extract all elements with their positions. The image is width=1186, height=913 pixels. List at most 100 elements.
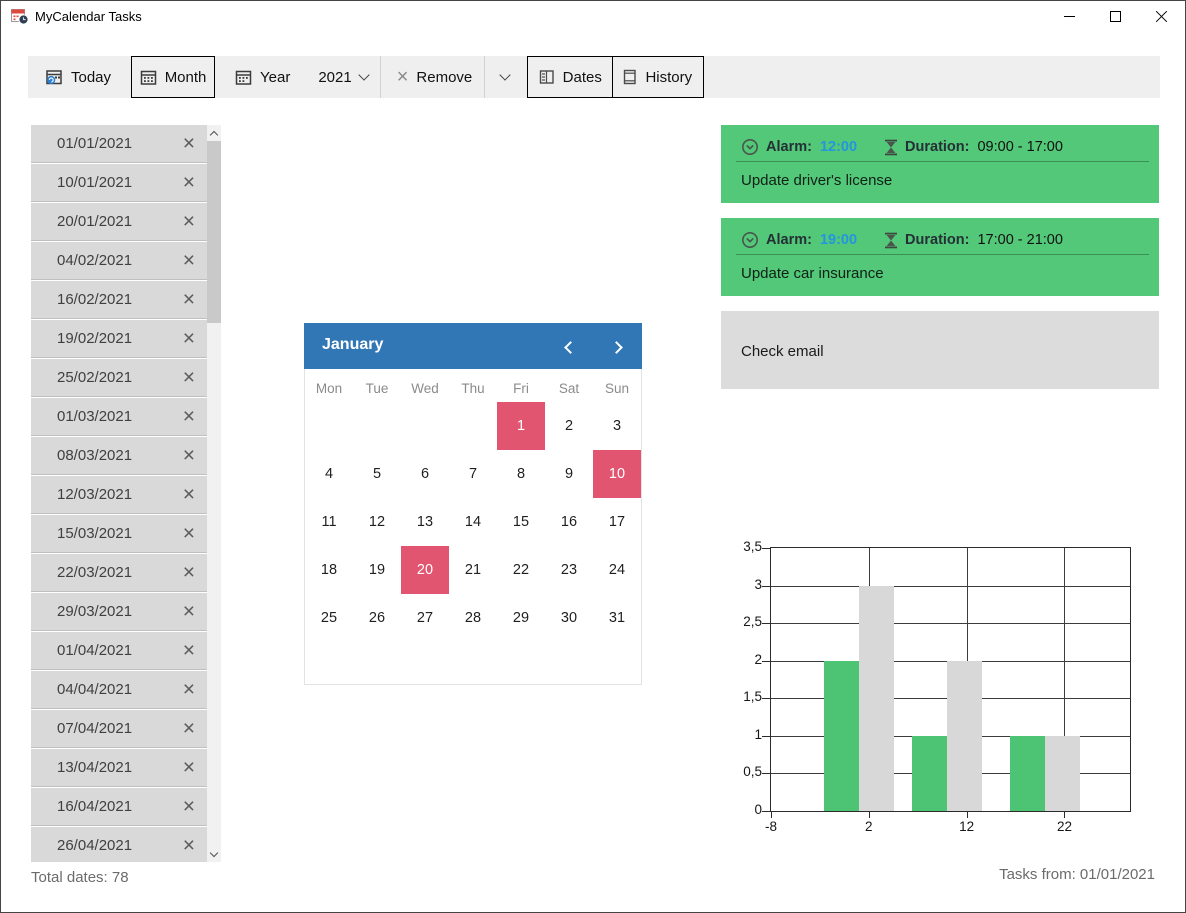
remove-date-icon[interactable]: × [182, 561, 195, 584]
calendar-day[interactable]: 26 [368, 610, 386, 626]
date-list-item[interactable]: 16/02/2021 × [31, 281, 207, 319]
calendar-day[interactable]: 30 [560, 610, 578, 626]
remove-date-icon[interactable]: × [182, 366, 195, 389]
date-list-item[interactable]: 25/02/2021 × [31, 359, 207, 397]
calendar-day[interactable]: 3 [612, 418, 622, 434]
calendar-day[interactable]: 27 [416, 610, 434, 626]
remove-date-icon[interactable]: × [182, 171, 195, 194]
year-button[interactable]: Year [223, 56, 302, 98]
calendar-day[interactable]: 18 [320, 562, 338, 578]
remove-date-icon[interactable]: × [182, 327, 195, 350]
date-list-item[interactable]: 12/03/2021 × [31, 476, 207, 514]
weekday-label: Tue [365, 380, 389, 396]
task-card[interactable]: Check email [721, 311, 1159, 389]
calendar-day[interactable]: 21 [464, 562, 482, 578]
date-list-item[interactable]: 01/04/2021 × [31, 632, 207, 670]
today-button[interactable]: Today [33, 56, 123, 98]
y-tick-label: 2 [754, 651, 762, 667]
date-list-item[interactable]: 15/03/2021 × [31, 515, 207, 553]
calendar-day[interactable]: 1 [497, 402, 545, 450]
calendar-day[interactable]: 22 [512, 562, 530, 578]
calendar-day[interactable]: 14 [464, 514, 482, 530]
remove-date-icon[interactable]: × [182, 756, 195, 779]
minimize-button[interactable] [1046, 1, 1092, 31]
remove-date-icon[interactable]: × [182, 405, 195, 428]
calendar-day[interactable]: 8 [516, 466, 526, 482]
calendar-day[interactable]: 16 [560, 514, 578, 530]
calendar-day[interactable]: 4 [324, 466, 334, 482]
dates-list-scrollbar[interactable] [207, 125, 221, 862]
remove-date-icon[interactable]: × [182, 717, 195, 740]
date-list-item[interactable]: 20/01/2021 × [31, 203, 207, 241]
scroll-down-button[interactable] [207, 846, 221, 862]
remove-date-icon[interactable]: × [182, 132, 195, 155]
calendar-day[interactable]: 5 [372, 466, 382, 482]
calendar-day[interactable]: 20 [401, 546, 449, 594]
date-list-item[interactable]: 10/01/2021 × [31, 164, 207, 202]
calendar-day[interactable]: 25 [320, 610, 338, 626]
remove-date-icon[interactable]: × [182, 600, 195, 623]
remove-date-icon[interactable]: × [182, 249, 195, 272]
date-label: 12/03/2021 [57, 486, 133, 503]
date-list-item[interactable]: 13/04/2021 × [31, 749, 207, 787]
remove-date-icon[interactable]: × [182, 210, 195, 233]
calendar-day[interactable]: 15 [512, 514, 530, 530]
remove-date-icon[interactable]: × [182, 795, 195, 818]
close-button[interactable] [1138, 1, 1184, 31]
calendar-day[interactable]: 29 [512, 610, 530, 626]
calendar-day[interactable]: 19 [368, 562, 386, 578]
remove-date-icon[interactable]: × [182, 444, 195, 467]
scroll-up-button[interactable] [207, 125, 221, 141]
year-dropdown[interactable]: 2021 [306, 56, 379, 98]
date-list-item[interactable]: 26/04/2021 × [31, 827, 207, 862]
calendar-day[interactable]: 7 [468, 466, 478, 482]
date-list-item[interactable]: 19/02/2021 × [31, 320, 207, 358]
x-tick-mark [1064, 812, 1065, 818]
date-list-item[interactable]: 22/03/2021 × [31, 554, 207, 592]
remove-button[interactable]: × Remove [385, 56, 485, 98]
titlebar: MyCalendar Tasks [1, 1, 1185, 33]
task-card[interactable]: Alarm: 19:00 Duration: 17:00 - 21:00 Update … [721, 218, 1159, 296]
calendar-day[interactable]: 9 [564, 466, 574, 482]
date-label: 01/03/2021 [57, 408, 133, 425]
maximize-button[interactable] [1092, 1, 1138, 31]
date-list-item[interactable]: 01/03/2021 × [31, 398, 207, 436]
calendar-day[interactable]: 13 [416, 514, 434, 530]
remove-date-icon[interactable]: × [182, 639, 195, 662]
calendar-day[interactable]: 31 [608, 610, 626, 626]
remove-date-icon[interactable]: × [182, 834, 195, 857]
calendar-day[interactable]: 12 [368, 514, 386, 530]
date-list-item[interactable]: 29/03/2021 × [31, 593, 207, 631]
next-month-button[interactable] [610, 339, 624, 354]
x-tick-label: 2 [865, 819, 873, 834]
remove-date-icon[interactable]: × [182, 483, 195, 506]
date-list-item[interactable]: 16/04/2021 × [31, 788, 207, 826]
calendar-day[interactable]: 17 [608, 514, 626, 530]
history-button[interactable]: History [611, 56, 704, 98]
chart-bar-gray [859, 586, 894, 811]
calendar-day[interactable]: 10 [593, 450, 641, 498]
task-card[interactable]: Alarm: 12:00 Duration: 09:00 - 17:00 Update … [721, 125, 1159, 203]
calendar-day[interactable]: 6 [420, 466, 430, 482]
date-label: 22/03/2021 [57, 564, 133, 581]
date-list-item[interactable]: 01/01/2021 × [31, 125, 207, 163]
year-label: Year [260, 68, 291, 86]
scrollbar-thumb[interactable] [207, 141, 221, 323]
date-list-item[interactable]: 08/03/2021 × [31, 437, 207, 475]
date-list-item[interactable]: 04/02/2021 × [31, 242, 207, 280]
remove-date-icon[interactable]: × [182, 288, 195, 311]
date-list-item[interactable]: 07/04/2021 × [31, 710, 207, 748]
calendar-day[interactable]: 28 [464, 610, 482, 626]
date-list-item[interactable]: 04/04/2021 × [31, 671, 207, 709]
remove-date-icon[interactable]: × [182, 522, 195, 545]
remove-date-icon[interactable]: × [182, 678, 195, 701]
calendar-day[interactable]: 24 [608, 562, 626, 578]
calendar-day[interactable]: 11 [321, 514, 337, 530]
previous-month-button[interactable] [564, 339, 578, 354]
calendar-day[interactable]: 23 [560, 562, 578, 578]
month-button[interactable]: Month [131, 56, 216, 98]
dates-list: 01/01/2021 × 10/01/2021 × 20/01/2021 × 04/02/2… [31, 125, 207, 862]
calendar-day[interactable]: 2 [564, 418, 574, 434]
remove-options-dropdown[interactable] [487, 56, 523, 98]
dates-button[interactable]: Dates [527, 56, 614, 98]
